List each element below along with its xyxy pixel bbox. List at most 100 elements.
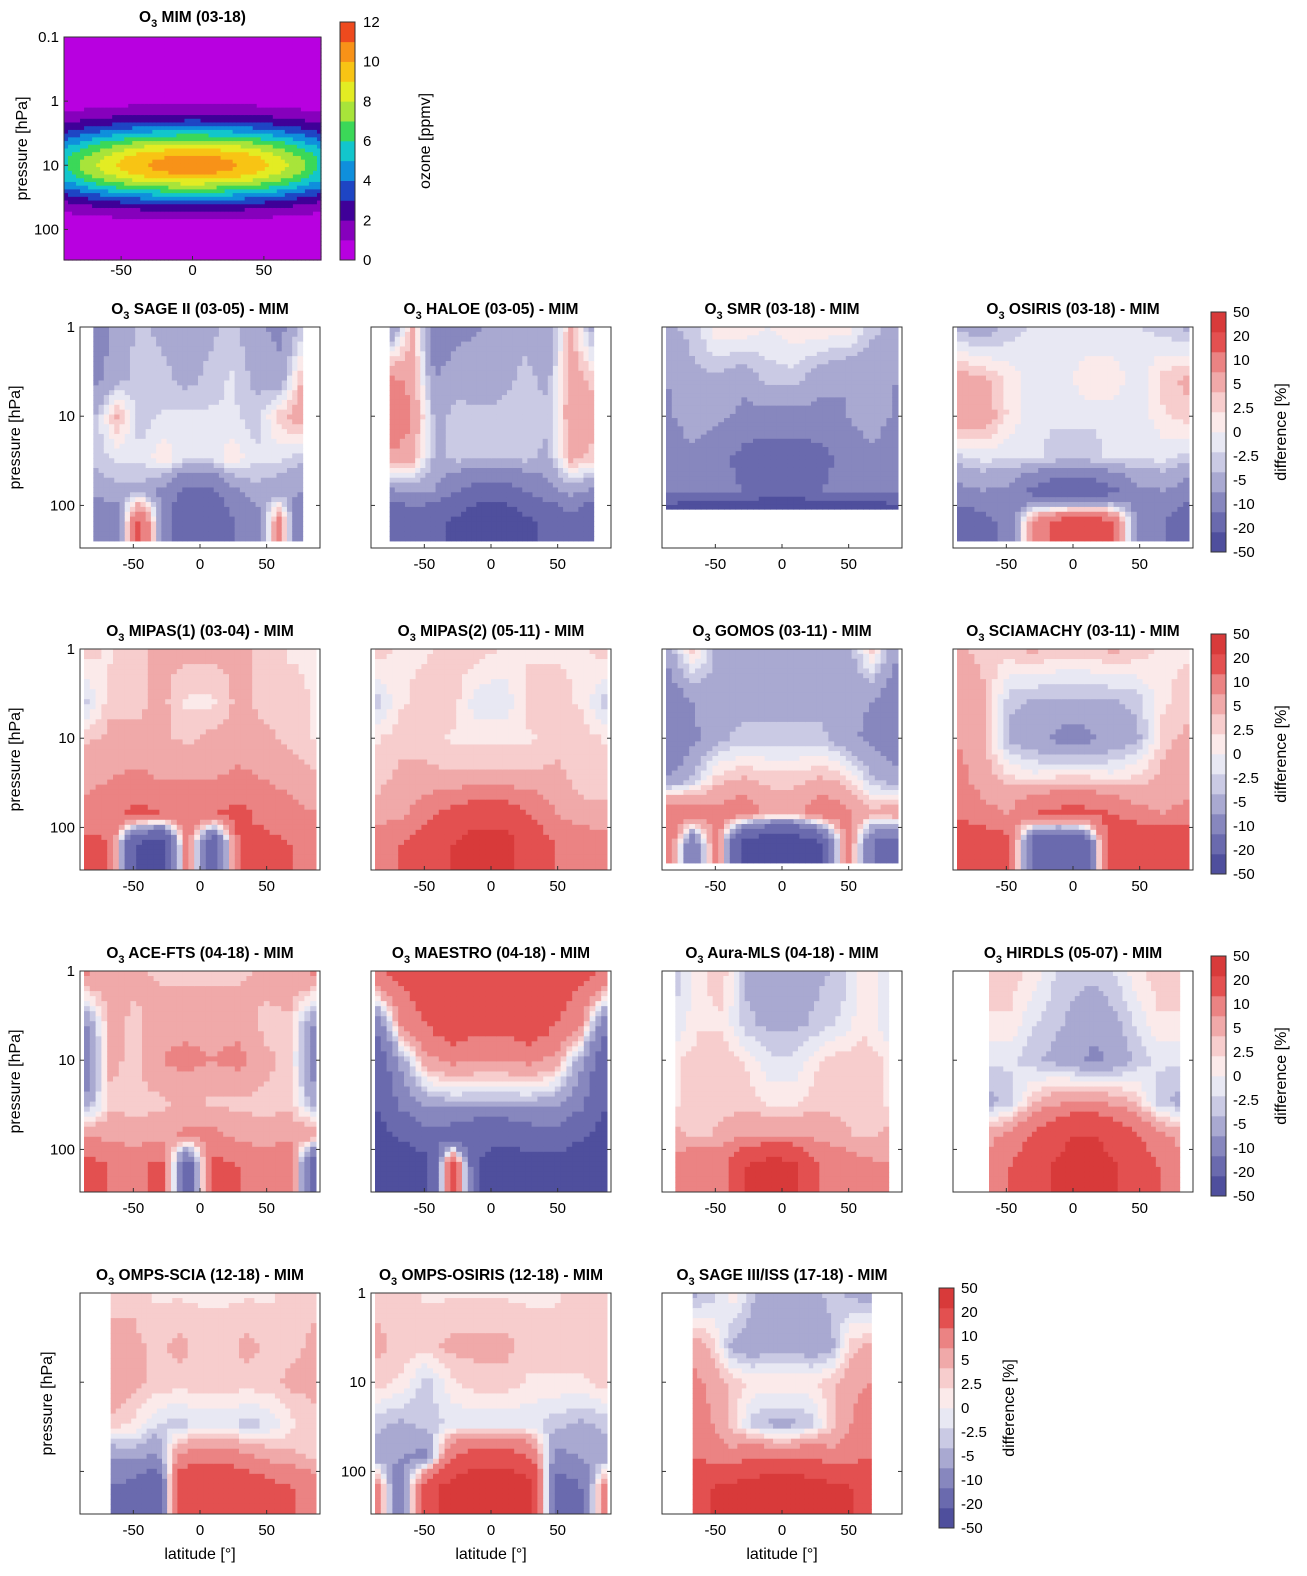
difference-cell: [203, 536, 209, 542]
ozone-cell: [96, 85, 101, 90]
ozone-cell: [116, 55, 121, 60]
ozone-cell: [216, 248, 222, 254]
ozone-cell: [224, 167, 230, 172]
difference-cell: [166, 399, 173, 406]
ozone-cell: [128, 118, 133, 124]
ozone-cell: [200, 118, 206, 124]
ozone-cell: [240, 126, 246, 131]
ozone-cell: [188, 226, 194, 231]
difference-cell: [129, 536, 136, 542]
ozone-cell: [276, 222, 282, 228]
ozone-cell: [136, 74, 141, 79]
ozone-cell: [252, 219, 258, 224]
ozone-cell: [148, 40, 153, 46]
ozone-cell: [136, 230, 141, 235]
ozone-cell: [156, 96, 161, 101]
ozone-cell: [244, 241, 250, 246]
ozone-cell: [100, 170, 105, 176]
ozone-cell: [232, 129, 238, 135]
ozone-cell: [80, 89, 85, 94]
ozone-cell: [276, 193, 282, 198]
ozone-cell: [252, 89, 258, 94]
difference-cell: [182, 375, 189, 381]
ozone-cell: [204, 241, 210, 246]
ozone-cell: [308, 37, 314, 42]
ozone-cell: [124, 137, 129, 142]
ozone-cell: [112, 222, 117, 228]
ozone-cell: [216, 219, 222, 224]
ozone-cell: [300, 211, 306, 216]
ozone-cell: [316, 241, 322, 246]
ozone-cell: [220, 241, 226, 246]
ozone-cell: [180, 129, 186, 135]
ozone-cell: [272, 148, 278, 153]
ozone-cell: [244, 111, 250, 116]
ozone-cell: [112, 211, 117, 216]
ozone-cell: [224, 48, 230, 53]
ozone-cell: [128, 174, 133, 179]
ozone-cell: [136, 144, 141, 150]
difference-cell: [161, 395, 168, 401]
ozone-cell: [64, 40, 69, 46]
difference-cell: [224, 395, 230, 401]
ozone-cell: [92, 245, 97, 250]
ozone-cell: [236, 230, 242, 235]
ozone-cell: [176, 207, 182, 213]
ozone-cell: [112, 85, 117, 90]
ozone-cell: [144, 48, 149, 53]
ozone-cell: [280, 170, 286, 176]
ozone-cell: [64, 74, 69, 79]
ozone-cell: [208, 122, 214, 127]
ozone-cell: [160, 103, 165, 109]
ozone-cell: [84, 245, 89, 250]
ozone-cell: [316, 92, 322, 98]
ozone-cell: [188, 122, 194, 127]
ozone-cell: [236, 100, 242, 105]
ozone-cell: [148, 167, 153, 172]
ozone-cell: [272, 63, 278, 68]
difference-cell: [119, 419, 126, 425]
ozone-cell: [160, 163, 165, 168]
ozone-cell: [104, 118, 109, 124]
ozone-cell: [92, 66, 97, 72]
ozone-cell: [220, 89, 226, 94]
ozone-cell: [100, 100, 105, 105]
difference-cell: [182, 390, 189, 396]
ozone-cell: [240, 215, 246, 220]
difference-cell: [150, 370, 157, 377]
ozone-cell: [148, 222, 153, 228]
difference-cell: [119, 448, 126, 454]
difference-cell: [93, 516, 100, 522]
difference-cell: [213, 443, 220, 450]
ozone-cell: [204, 81, 210, 86]
ozone-cell: [256, 137, 262, 142]
ozone-cell: [224, 148, 230, 153]
ozone-cell: [168, 115, 174, 120]
ozone-cell: [164, 92, 170, 98]
ozone-cell: [168, 122, 174, 127]
ozone-cell: [244, 129, 250, 135]
ozone-cell: [264, 215, 270, 220]
ozone-colorbar-swatch: [340, 141, 355, 162]
ozone-cell: [288, 118, 294, 124]
ozone-cell: [124, 167, 129, 172]
ozone-cell: [164, 37, 170, 42]
ozone-cell: [116, 70, 121, 75]
difference-cell: [135, 482, 141, 488]
difference-cell: [218, 506, 225, 513]
ozone-cell: [236, 252, 242, 257]
ozone-cell: [220, 189, 226, 194]
ozone-cell: [88, 204, 93, 209]
ozone-cell: [216, 170, 222, 176]
ozone-cell: [228, 215, 234, 220]
ozone-cell: [260, 185, 266, 190]
ozone-cell: [292, 204, 298, 209]
ozone-cell: [256, 222, 262, 228]
difference-cell: [98, 511, 105, 518]
ozone-cell: [108, 207, 113, 213]
difference-cell: [208, 375, 215, 381]
ozone-cell: [128, 167, 133, 172]
ozone-cell: [108, 92, 113, 98]
difference-cell: [109, 390, 115, 396]
ozone-cell: [84, 144, 89, 150]
